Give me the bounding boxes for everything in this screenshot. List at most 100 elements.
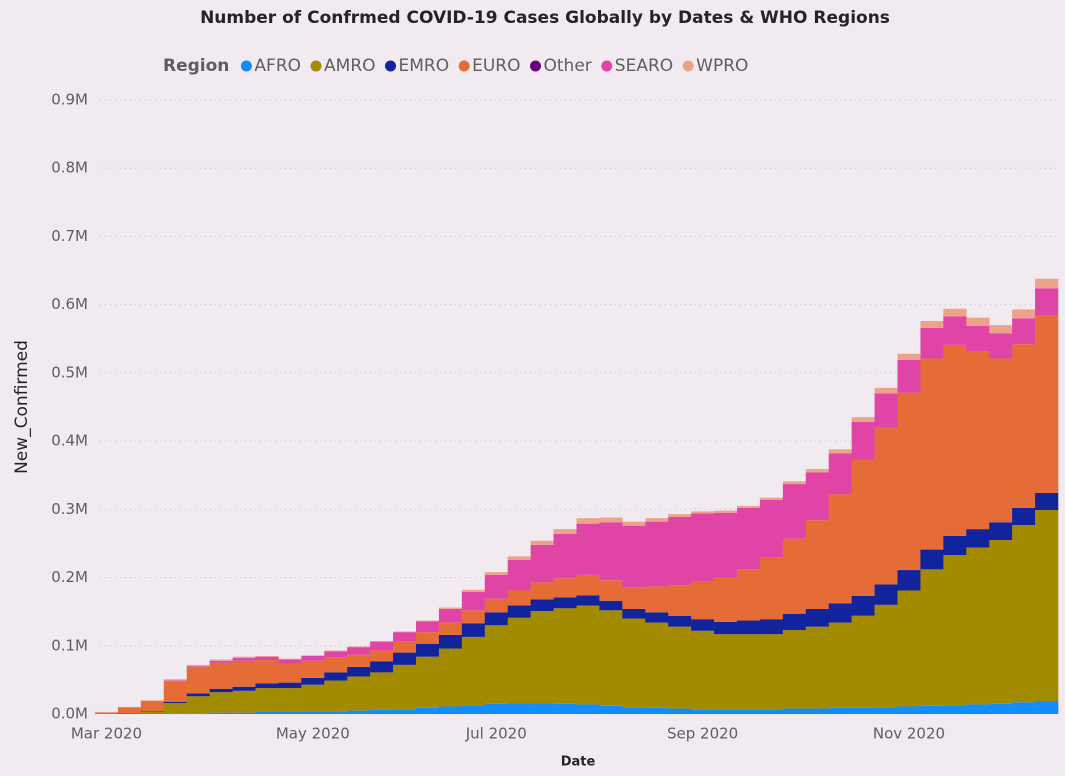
bar-segment [851,615,875,708]
bar-segment [163,701,188,704]
bar-segment [438,634,463,649]
bar-segment [209,660,233,663]
bar-segment [484,574,509,599]
bar-segment [966,704,990,714]
bar-segment [691,630,715,710]
bar-segment [461,610,486,624]
y-tick-label: 0.7M [51,227,88,245]
bar-segment [599,517,623,523]
bar-segment [897,706,921,714]
bar-segment [347,647,371,655]
bar-segment [691,709,715,714]
bar-segment [1012,702,1036,714]
bar-segment [874,604,898,708]
bar-segment [645,612,669,623]
bar-segment [691,511,715,514]
bar-segment [324,672,348,681]
bar-segment [966,547,990,705]
bar-segment [874,387,898,394]
bar-segment [897,570,921,591]
legend-marker [385,60,397,72]
bar-segment [828,603,852,623]
bar-segment [851,422,875,460]
bar-segment [461,636,486,706]
bar-segment [920,327,944,359]
bar-segment [714,634,738,710]
bar-segment [438,622,463,635]
bar-segment [324,651,348,658]
bar-segment [438,607,463,609]
bar-segment [117,713,142,714]
bar-segment [668,626,692,709]
bar-segment [897,590,921,707]
bar-segment [255,660,279,684]
bar-segment [714,577,738,622]
bar-segment [209,692,233,713]
bar-segment [393,709,417,714]
bar-segment [599,705,623,714]
bar-segment [966,351,990,530]
bar-segment [714,709,738,714]
legend-marker [601,60,613,72]
bar-segment [461,705,486,714]
bar-segment [599,600,623,611]
bar-segment [1012,318,1036,345]
bar-segment [186,696,210,714]
bar-segment [209,662,233,689]
bar-segment [140,701,165,712]
bar-segment [737,507,761,570]
bar-segment [278,711,302,714]
bar-segment [278,658,302,660]
bar-segment [782,484,807,539]
bar-segment [553,533,577,579]
legend-title: Region [163,56,229,76]
bar-segment [576,704,600,714]
bar-segment [416,621,440,633]
bar-segment [553,529,577,534]
bar-segment [95,711,119,713]
bar-segment [186,667,210,694]
bar-segment [691,513,715,582]
bar-segment [507,703,531,714]
bar-segment [507,556,531,560]
bar-segment [1035,288,1059,316]
bar-segment [782,630,807,709]
x-tick-label: Sep 2020 [667,725,738,743]
bar-segment [920,705,944,714]
bar-segment [163,713,188,714]
y-tick-label: 0.4M [51,432,88,450]
bar-segment [530,599,554,611]
bar-segment [805,708,830,714]
bar-segment [805,469,830,473]
bar-segment [897,359,921,393]
bar-segment [966,529,990,548]
y-tick-label: 0.5M [51,363,88,381]
bar-segment [255,711,279,714]
bar-segment [622,525,646,588]
bar-segment [805,608,830,627]
bar-segment [140,700,165,702]
bar-segment [737,709,761,714]
bar-segment [484,598,509,613]
bar-segment [347,654,371,667]
bar-segment [1035,510,1059,702]
bar-segment [943,535,967,556]
bar-segment [920,549,944,570]
bar-segment [232,690,256,713]
bar-segment [416,656,440,708]
x-tick-label: Nov 2020 [873,725,945,743]
bar-segment [393,664,417,710]
bar-segment [393,632,417,642]
bar-segment [1035,492,1059,511]
bar-segment [759,709,784,714]
bar-segment [851,459,875,596]
bar-segment [117,707,142,713]
bar-segment [301,656,325,661]
bar-segment [668,615,692,627]
bar-segment [232,712,256,714]
legend-label: WPRO [696,56,748,76]
x-axis-title: Date [561,755,596,770]
bar-segment [186,713,210,714]
bar-segment [668,514,692,517]
